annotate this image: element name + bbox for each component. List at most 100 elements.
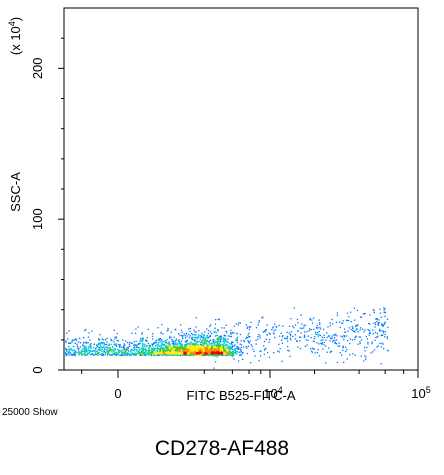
data-point xyxy=(184,349,186,351)
data-point xyxy=(368,334,370,336)
data-point xyxy=(232,341,234,344)
data-point xyxy=(312,340,315,342)
data-point xyxy=(345,350,347,353)
data-point xyxy=(154,342,156,344)
data-point xyxy=(196,351,199,354)
data-point xyxy=(142,337,144,339)
data-point xyxy=(207,351,209,353)
data-point xyxy=(194,351,196,353)
data-point xyxy=(169,350,172,352)
data-point xyxy=(68,346,70,348)
data-point xyxy=(104,344,107,346)
data-point xyxy=(323,337,325,339)
data-point xyxy=(115,337,118,339)
data-point xyxy=(368,332,370,334)
data-point xyxy=(141,340,143,343)
data-point xyxy=(225,324,227,326)
data-point xyxy=(118,349,120,351)
data-point xyxy=(157,342,160,344)
data-point xyxy=(182,350,184,353)
data-point xyxy=(181,331,183,334)
data-point xyxy=(344,331,346,333)
data-point xyxy=(344,328,346,330)
data-point xyxy=(188,351,190,354)
data-point xyxy=(93,353,95,356)
data-point xyxy=(320,339,322,342)
data-point xyxy=(237,324,239,326)
data-point xyxy=(202,352,204,354)
data-point xyxy=(161,354,163,356)
data-point xyxy=(177,346,179,348)
data-point xyxy=(374,322,377,324)
data-point xyxy=(370,352,372,354)
data-point xyxy=(176,353,178,355)
data-point xyxy=(303,331,306,333)
data-point xyxy=(159,349,161,352)
data-point xyxy=(279,335,281,337)
data-point xyxy=(317,349,319,351)
data-point xyxy=(116,343,118,345)
data-point xyxy=(208,342,211,344)
data-point xyxy=(207,332,209,335)
data-point xyxy=(336,314,339,317)
data-point xyxy=(87,336,90,338)
data-point xyxy=(206,328,208,330)
data-point xyxy=(195,326,197,328)
data-point xyxy=(122,351,124,353)
data-point xyxy=(254,355,256,357)
data-point xyxy=(107,344,109,347)
data-point xyxy=(318,343,320,345)
data-point xyxy=(301,327,303,329)
data-point xyxy=(68,348,70,350)
data-point xyxy=(66,348,68,351)
data-point xyxy=(73,350,76,352)
data-point xyxy=(263,341,266,343)
data-point xyxy=(132,353,134,355)
data-point xyxy=(322,348,324,350)
data-point xyxy=(190,351,192,354)
data-point xyxy=(217,339,219,341)
data-point xyxy=(125,340,127,342)
data-point xyxy=(158,353,161,355)
data-point xyxy=(178,352,180,355)
data-point xyxy=(179,349,181,351)
data-point xyxy=(145,349,147,351)
data-point xyxy=(386,336,388,338)
data-point xyxy=(123,346,125,348)
data-point xyxy=(383,348,385,350)
data-point xyxy=(126,347,128,349)
data-point xyxy=(173,353,175,355)
data-point xyxy=(336,361,338,364)
data-point xyxy=(194,349,196,351)
data-point xyxy=(345,346,347,348)
data-point xyxy=(178,348,180,351)
data-point xyxy=(175,349,177,351)
data-point xyxy=(160,331,162,334)
data-point xyxy=(158,338,160,340)
data-point xyxy=(341,322,343,324)
data-point xyxy=(383,323,386,325)
data-point xyxy=(205,354,207,356)
data-point xyxy=(215,354,218,357)
data-point xyxy=(189,354,191,357)
data-point xyxy=(138,347,140,349)
data-point xyxy=(91,330,93,332)
data-point xyxy=(111,340,113,342)
data-point xyxy=(134,344,137,346)
data-point xyxy=(303,334,306,336)
data-point xyxy=(218,349,220,351)
data-point xyxy=(208,343,210,345)
data-point xyxy=(123,352,125,354)
data-point xyxy=(180,348,182,350)
data-point xyxy=(124,349,126,351)
data-point xyxy=(202,353,204,356)
data-point xyxy=(222,347,225,350)
data-point xyxy=(146,349,148,352)
data-point xyxy=(126,349,128,351)
data-point xyxy=(73,353,75,355)
data-point xyxy=(219,346,222,348)
data-point xyxy=(322,339,324,341)
data-point xyxy=(320,342,323,344)
